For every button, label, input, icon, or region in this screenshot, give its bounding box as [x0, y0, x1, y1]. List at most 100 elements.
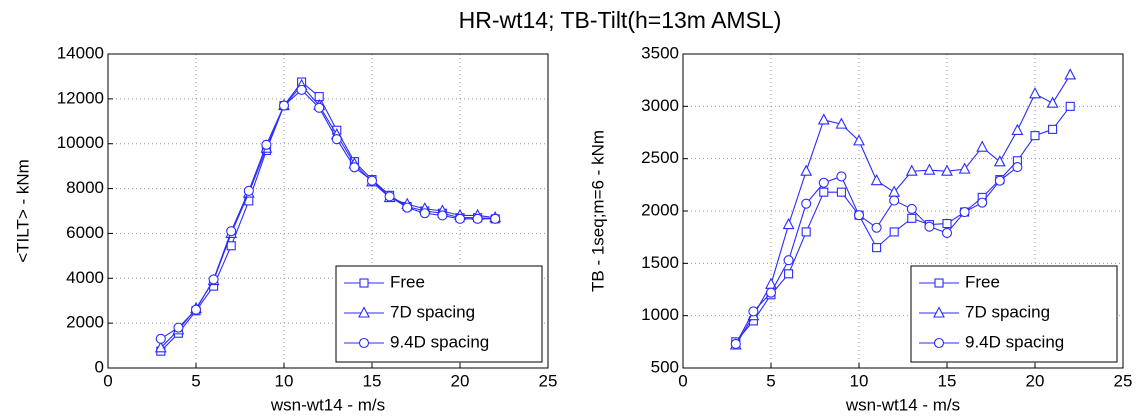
marker-triangle — [800, 164, 813, 176]
marker-triangle — [923, 163, 936, 175]
legend-box — [910, 265, 1118, 363]
x-tick-label: 15 — [363, 371, 382, 390]
legend-box — [335, 265, 543, 363]
marker-square — [872, 243, 882, 253]
marker-circle — [977, 197, 988, 208]
y-tick-label: 4000 — [66, 268, 104, 287]
marker-circle — [924, 221, 935, 232]
marker-square — [1030, 131, 1040, 141]
legend-label: Free — [390, 272, 425, 291]
plot-frame — [682, 53, 1124, 369]
marker-square — [907, 213, 917, 223]
marker-square — [1048, 124, 1058, 134]
y-tick-label: 0 — [95, 357, 104, 376]
marker-circle — [994, 175, 1005, 186]
legend-label: 7D spacing — [965, 302, 1050, 321]
x-tick-label: 5 — [191, 371, 200, 390]
marker-triangle — [1011, 123, 1024, 135]
legend-marker — [933, 306, 945, 318]
marker-square — [836, 187, 846, 197]
marker-triangle — [976, 140, 989, 152]
marker-triangle — [958, 162, 971, 174]
legend-label: 9.4D spacing — [390, 332, 489, 351]
y-tick-label: 10000 — [57, 133, 104, 152]
figure-title: HR-wt14; TB-Tilt(h=13m AMSL) — [459, 7, 782, 33]
marker-triangle — [817, 113, 830, 125]
legend-label: Free — [965, 272, 1000, 291]
y-tick-label: 1500 — [641, 253, 679, 272]
marker-circle — [836, 171, 847, 182]
marker-circle — [366, 175, 378, 186]
marker-circle — [748, 306, 759, 317]
y-tick-label: 3500 — [641, 43, 679, 62]
marker-circle — [906, 203, 917, 214]
marker-square — [226, 241, 236, 251]
marker-square — [942, 219, 952, 229]
y-tick-label: 12000 — [57, 88, 104, 107]
x-tick-label: 10 — [275, 371, 294, 390]
marker-triangle — [782, 217, 795, 230]
marker-circle — [853, 210, 865, 221]
marker-triangle — [1064, 68, 1077, 80]
y-tick-label: 6000 — [66, 223, 104, 242]
marker-triangle — [1029, 87, 1041, 99]
y-tick-label: 3000 — [641, 96, 679, 115]
marker-circle — [472, 213, 483, 224]
y-tick-label: 8000 — [66, 178, 104, 197]
marker-circle — [783, 255, 794, 266]
marker-triangle — [870, 173, 883, 186]
x-tick-label: 25 — [1114, 371, 1133, 390]
legend-marker — [358, 337, 370, 349]
legend-label: 7D spacing — [390, 302, 475, 321]
legend-marker — [359, 278, 369, 288]
marker-triangle — [154, 341, 167, 353]
marker-circle — [190, 304, 202, 315]
x-tick-label: 15 — [938, 371, 957, 390]
marker-circle — [871, 222, 882, 233]
marker-circle — [296, 84, 307, 95]
legend-marker — [934, 278, 944, 288]
marker-circle — [490, 213, 501, 224]
x-tick-label: 25 — [539, 371, 558, 390]
x-tick-label: 0 — [678, 371, 687, 390]
y-axis-label: <TILT> - kNm — [13, 159, 32, 263]
marker-square — [784, 269, 794, 279]
marker-square — [889, 227, 899, 237]
marker-circle — [384, 191, 395, 202]
marker-circle — [765, 287, 777, 298]
marker-circle — [349, 162, 360, 173]
marker-circle — [314, 102, 325, 113]
marker-triangle — [1046, 96, 1059, 108]
legend-marker — [358, 306, 370, 318]
y-axis-label: TB - 1seq;m=6 - kNm — [588, 130, 607, 292]
marker-square — [819, 187, 829, 197]
marker-circle — [243, 185, 254, 196]
legend-marker — [933, 337, 945, 349]
marker-circle — [959, 206, 970, 218]
plot-frame — [107, 53, 549, 369]
marker-circle — [173, 322, 184, 333]
marker-circle — [155, 333, 166, 344]
marker-triangle — [905, 164, 918, 176]
y-tick-label: 14000 — [57, 43, 104, 62]
x-tick-label: 10 — [850, 371, 869, 390]
marker-triangle — [853, 134, 865, 146]
y-tick-label: 2500 — [641, 148, 679, 167]
y-tick-label: 2000 — [66, 313, 104, 332]
y-tick-label: 500 — [651, 357, 679, 376]
marker-circle — [801, 198, 812, 209]
x-tick-label: 0 — [103, 371, 112, 390]
marker-circle — [454, 213, 466, 224]
y-tick-label: 1000 — [641, 305, 679, 324]
x-tick-label: 5 — [766, 371, 775, 390]
marker-circle — [889, 195, 900, 206]
x-axis-label: wsn-wt14 - m/s — [845, 395, 960, 414]
marker-square — [1065, 101, 1075, 111]
marker-triangle — [941, 164, 953, 176]
y-tick-label: 2000 — [641, 200, 679, 219]
marker-circle — [1012, 161, 1023, 173]
legend-label: 9.4D spacing — [965, 332, 1064, 351]
marker-circle — [226, 226, 237, 237]
series-line — [735, 74, 1071, 346]
